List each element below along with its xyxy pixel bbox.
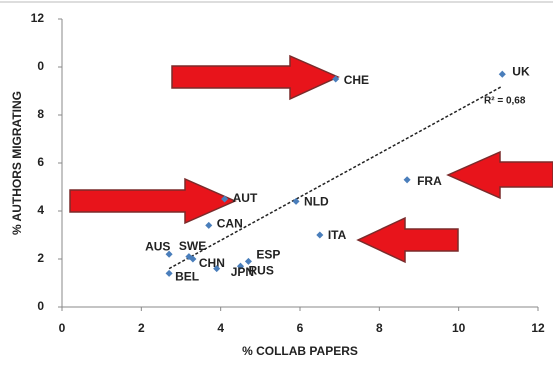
point-label: ESP [256,248,280,262]
point [213,265,221,273]
point [165,269,173,277]
x-tick-label: 10 [452,321,466,335]
point-label: NLD [304,195,329,209]
y-tick-label: 4 [37,203,44,217]
arrow [356,216,459,264]
point [498,70,506,78]
arrow [69,177,237,225]
trendline [168,85,503,270]
point [236,262,245,270]
point [189,255,197,263]
point-label: CHN [199,256,225,270]
point-label: BEL [175,270,199,284]
x-axis-label: % COLLAB PAPERS [242,344,358,358]
y-axis-label: % AUTHORS MIGRATING [10,91,24,235]
point [165,250,173,258]
point [292,197,300,205]
point [316,231,324,239]
annotation: R² = 0,68 [484,96,526,107]
x-tick-label: 2 [138,321,145,335]
point-label: FRA [417,174,442,188]
y-tick-label: 0 [37,299,44,313]
y-tick-label: 8 [37,107,44,121]
point-label: RUS [249,263,274,277]
x-tick-label: 6 [297,321,304,335]
point-label: AUS [145,239,170,253]
x-tick-label: 8 [376,321,383,335]
point-label: UK [512,64,530,78]
x-tick-label: 12 [531,321,545,335]
point-label: CHE [344,73,369,87]
point-label: CAN [217,217,243,231]
point [332,75,340,83]
point-label: ITA [328,228,347,242]
point [205,221,213,229]
arrows [69,54,553,264]
point [221,195,229,203]
point [403,176,411,184]
x-tick-label: 0 [59,321,66,335]
point-label: JPN [231,265,254,279]
y-tick-label: 0 [37,59,44,73]
point-label: AUT [233,191,258,205]
y-tick-label: 2 [37,251,44,265]
arrow [171,54,340,101]
arrow [446,150,553,200]
point [244,257,252,265]
y-tick-label: 6 [37,155,44,169]
x-tick-label: 4 [217,321,224,335]
point-label: SWE [179,239,206,253]
y-tick-label: 12 [31,11,45,25]
